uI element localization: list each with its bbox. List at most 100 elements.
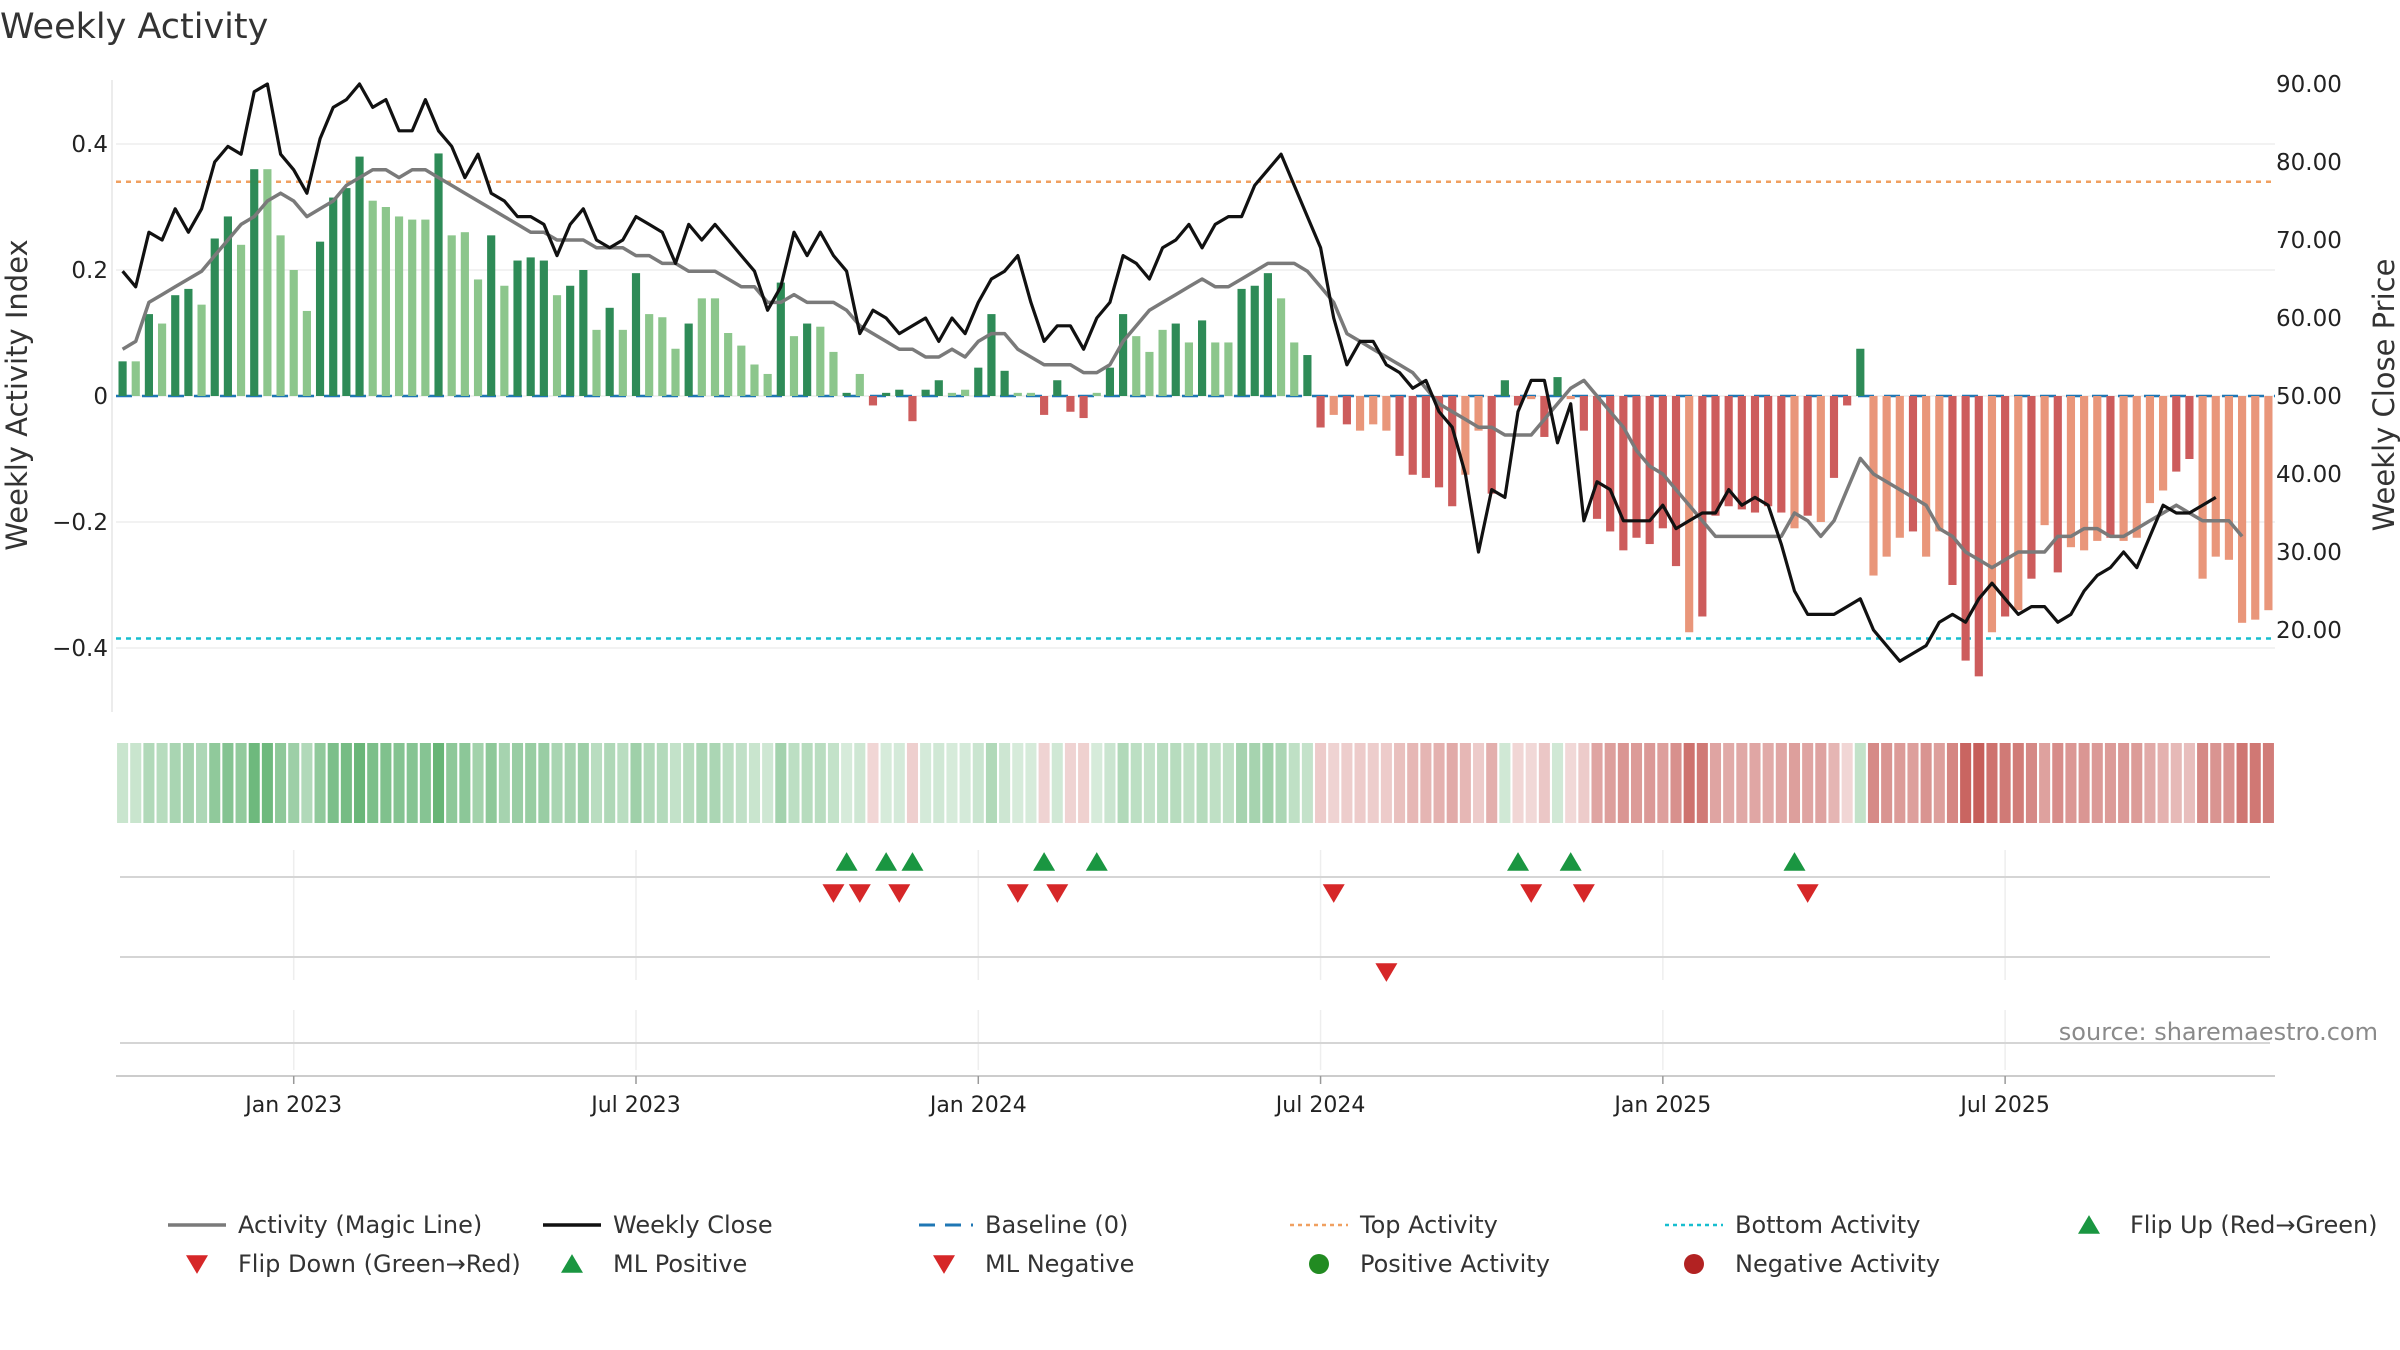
activity-bar [1158,329,1167,396]
heat-cell [261,743,273,823]
heat-cell [2170,743,2182,823]
activity-bar [1711,396,1720,516]
activity-bar [526,257,535,396]
activity-bar [1724,396,1733,507]
activity-bar [842,392,851,396]
activity-bar [2159,396,2168,491]
activity-bar [2211,396,2220,557]
heat-cell [1867,743,1880,823]
heat-cell [1473,743,1485,823]
activity-bar [961,389,970,396]
heat-cell [1301,743,1313,823]
heat-cell [1749,743,1761,823]
heat-cell [1762,743,1774,823]
heat-cell [1565,743,1577,823]
weekly-close-series [121,82,2217,663]
heat-cell [446,743,458,823]
activity-bar [737,345,746,396]
activity-bars [118,153,2273,677]
heat-cell [1538,743,1550,823]
y-right-tick-label: 50.00 [2276,384,2342,410]
activity-bar [1474,396,1483,431]
heat-cell [1591,743,1603,823]
flip-up-marker [875,852,898,871]
heat-cell [538,743,550,823]
heat-cell [2236,743,2248,823]
activity-bar [355,156,364,396]
x-tick-label: Jul 2025 [1958,1093,2050,1118]
heat-cell [367,743,379,823]
heat-cell [1236,743,1248,823]
heat-cell [380,743,392,823]
heat-cell [1683,743,1695,823]
heat-cell [156,743,168,823]
heat-cell [920,743,932,823]
heat-cell [1551,743,1564,823]
activity-bar [2106,396,2115,538]
heat-cell [1433,743,1445,823]
activity-bar [868,396,878,406]
activity-bar [223,216,232,396]
heat-cell [406,743,418,823]
activity-bar [1053,380,1062,396]
heat-cell [564,743,576,823]
activity-bar [2093,396,2102,541]
heat-cell [1802,743,1814,823]
y-right-tick-label: 60.00 [2276,306,2342,332]
activity-bar [302,310,311,396]
heat-cell [1525,743,1537,823]
heat-cell [2025,743,2037,823]
heat-cell [2052,743,2064,823]
activity-bar [250,169,259,396]
flip-down-marker [1046,884,1069,903]
activity-bar [1224,342,1233,396]
activity-bar [315,241,325,396]
activity-bar [816,326,825,396]
activity-bar [1908,396,1918,532]
heat-cell [1446,743,1458,823]
heat-cell [2078,743,2090,823]
heat-cell [1933,743,1945,823]
heat-cell [1788,743,1801,823]
legend-label: Top Activity [1359,1211,1498,1239]
activity-bar [1566,396,1575,400]
heat-cell [419,743,431,823]
heat-cell [854,743,866,823]
heat-cell [1249,743,1261,823]
heat-cell [893,743,905,823]
activity-bar [750,364,759,396]
legend-label: Flip Down (Green→Red) [238,1250,521,1278]
activity-bar [1263,273,1272,396]
activity-bar [1303,355,1312,396]
activity-bar [171,295,180,396]
x-tick-label: Jul 2024 [1274,1093,1366,1118]
y-left-tick-label: 0.4 [71,132,108,158]
activity-bar [408,219,417,396]
flip-down-marker [822,884,845,903]
activity-bar [1737,396,1746,510]
y-axis-right-label: Weekly Close Price [2367,259,2400,532]
heat-cell [1604,743,1616,823]
heat-cell [1644,743,1656,823]
activity-bar [829,351,838,396]
activity-bar [1198,320,1207,396]
activity-bar [1329,396,1338,415]
activity-bar [987,314,996,396]
activity-bar [934,380,943,396]
flip-up-marker [1559,852,1582,871]
activity-bar [1132,336,1141,396]
heat-cell [1275,743,1287,823]
activity-bar [855,373,864,396]
activity-bar [1579,396,1588,431]
activity-bar [908,396,917,422]
activity-bar [184,288,193,396]
heat-cell [604,743,616,823]
flip-down-marker [1520,884,1543,903]
heat-cell [472,743,484,823]
heat-cell [630,743,642,823]
activity-bar [2264,396,2273,611]
activity-bar [197,304,206,396]
activity-bar [1671,396,1681,567]
activity-bar [1237,288,1246,396]
legend-swatch-triangle-up [561,1254,583,1273]
